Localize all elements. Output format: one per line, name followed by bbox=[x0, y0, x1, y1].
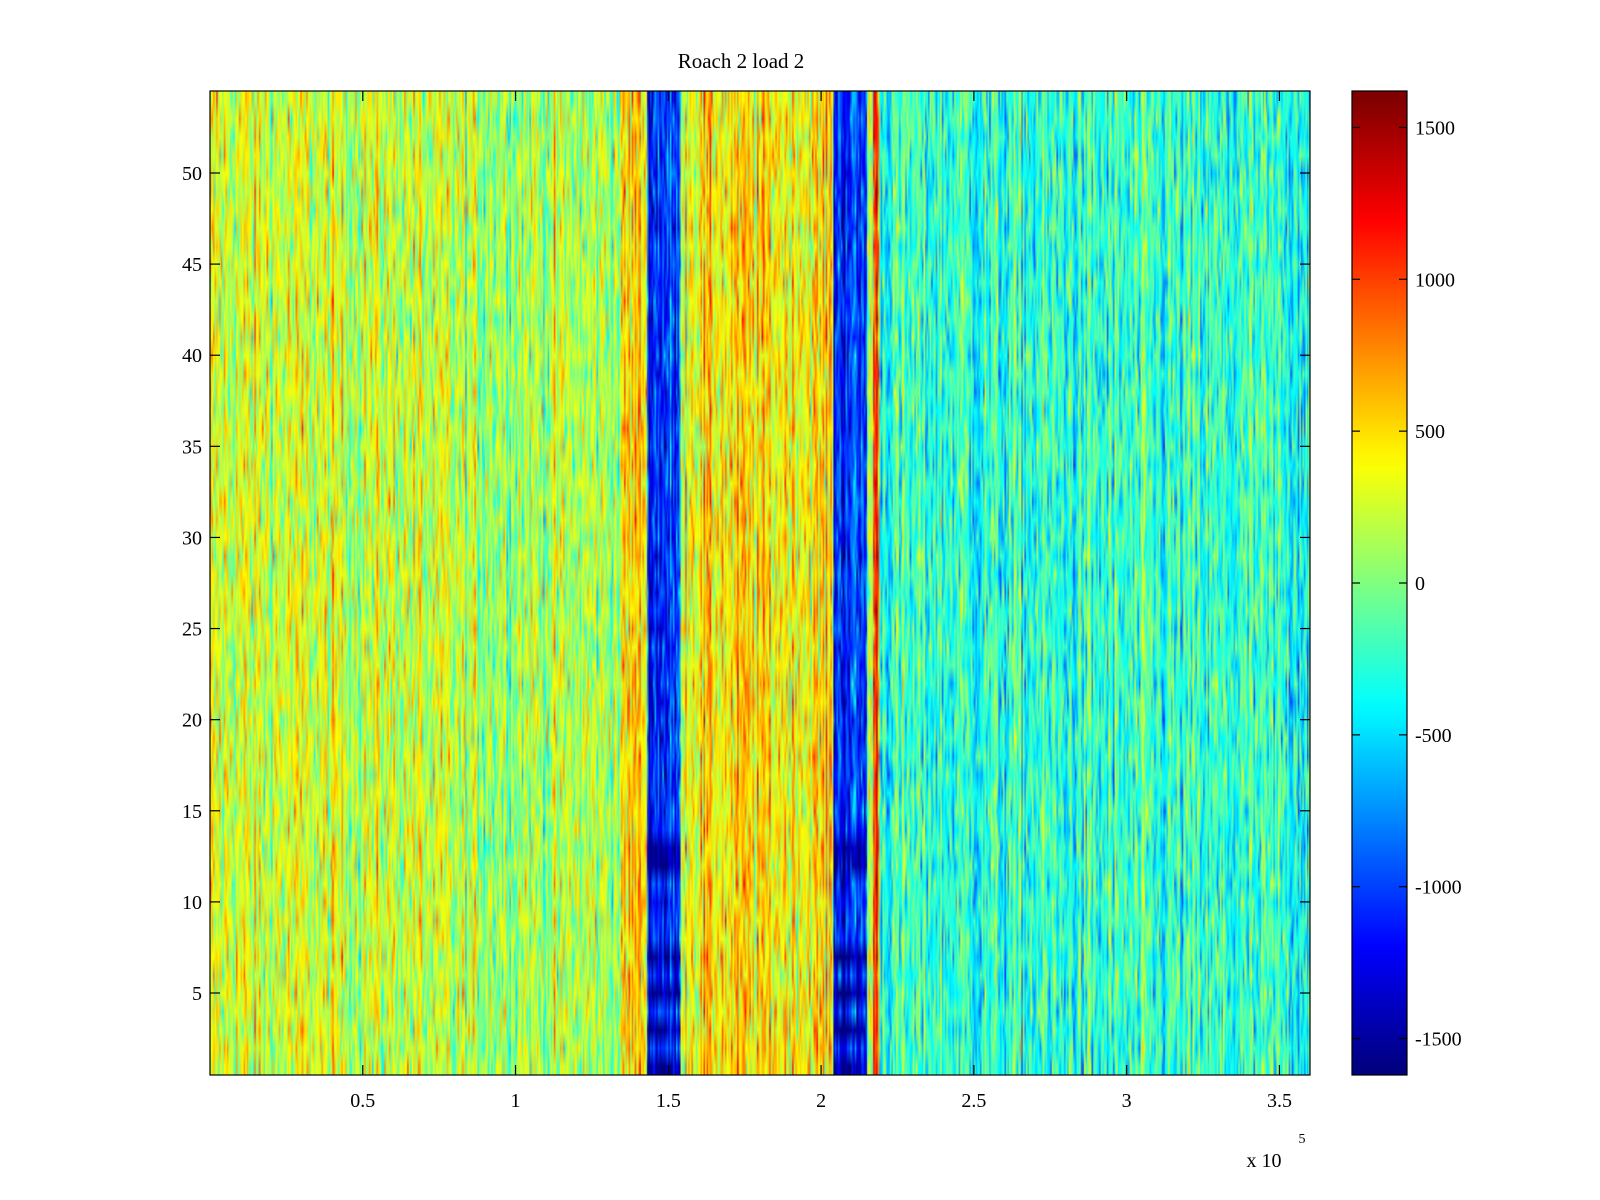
x-tick-label: 0.5 bbox=[350, 1090, 375, 1112]
y-tick-label: 30 bbox=[182, 527, 202, 549]
colorbar-tick-label: -1500 bbox=[1415, 1029, 1462, 1051]
chart-title: Roach 2 load 2 bbox=[678, 49, 805, 73]
colorbar-gradient bbox=[1352, 91, 1407, 1075]
colorbar-tick-label: 1000 bbox=[1415, 269, 1455, 291]
x-tick-label: 3 bbox=[1122, 1090, 1132, 1112]
y-tick-label: 40 bbox=[182, 345, 202, 367]
heatmap-image bbox=[210, 91, 1310, 1075]
colorbar-tick-label: 500 bbox=[1415, 421, 1445, 443]
plot-frame bbox=[209, 90, 1311, 1076]
x-tick-label: 2.5 bbox=[961, 1090, 986, 1112]
colorbar-tick-label: -1000 bbox=[1415, 877, 1462, 899]
y-tick-label: 25 bbox=[182, 619, 202, 641]
y-tick-label: 20 bbox=[182, 710, 202, 732]
y-tick-label: 5 bbox=[192, 983, 202, 1005]
colorbar-tick-label: 0 bbox=[1415, 573, 1425, 595]
colorbar-tick-label: 1500 bbox=[1415, 117, 1455, 139]
x-tick-label: 2 bbox=[816, 1090, 826, 1112]
x-exponent-label: x 10 bbox=[1247, 1150, 1282, 1172]
y-tick-label: 10 bbox=[182, 892, 202, 914]
x-tick-label: 1 bbox=[511, 1090, 521, 1112]
x-tick-label: 3.5 bbox=[1267, 1090, 1292, 1112]
y-tick-label: 35 bbox=[182, 436, 202, 458]
y-tick-label: 50 bbox=[182, 163, 202, 185]
y-axis-ticks: 5 10 15 20 25 30 35 40 45 50 bbox=[182, 163, 1310, 1005]
y-tick-label: 45 bbox=[182, 254, 202, 276]
colorbar-tick-label: -500 bbox=[1415, 725, 1452, 747]
x-exponent-power: 5 bbox=[1299, 1132, 1306, 1147]
colorbar-ticks: -1500 -1000 -500 0 500 1000 1500 bbox=[1352, 117, 1462, 1051]
y-tick-label: 15 bbox=[182, 801, 202, 823]
x-axis-ticks: 0.5 1 1.5 2 2.5 3 3.5 bbox=[350, 91, 1292, 1112]
x-tick-label: 1.5 bbox=[656, 1090, 681, 1112]
